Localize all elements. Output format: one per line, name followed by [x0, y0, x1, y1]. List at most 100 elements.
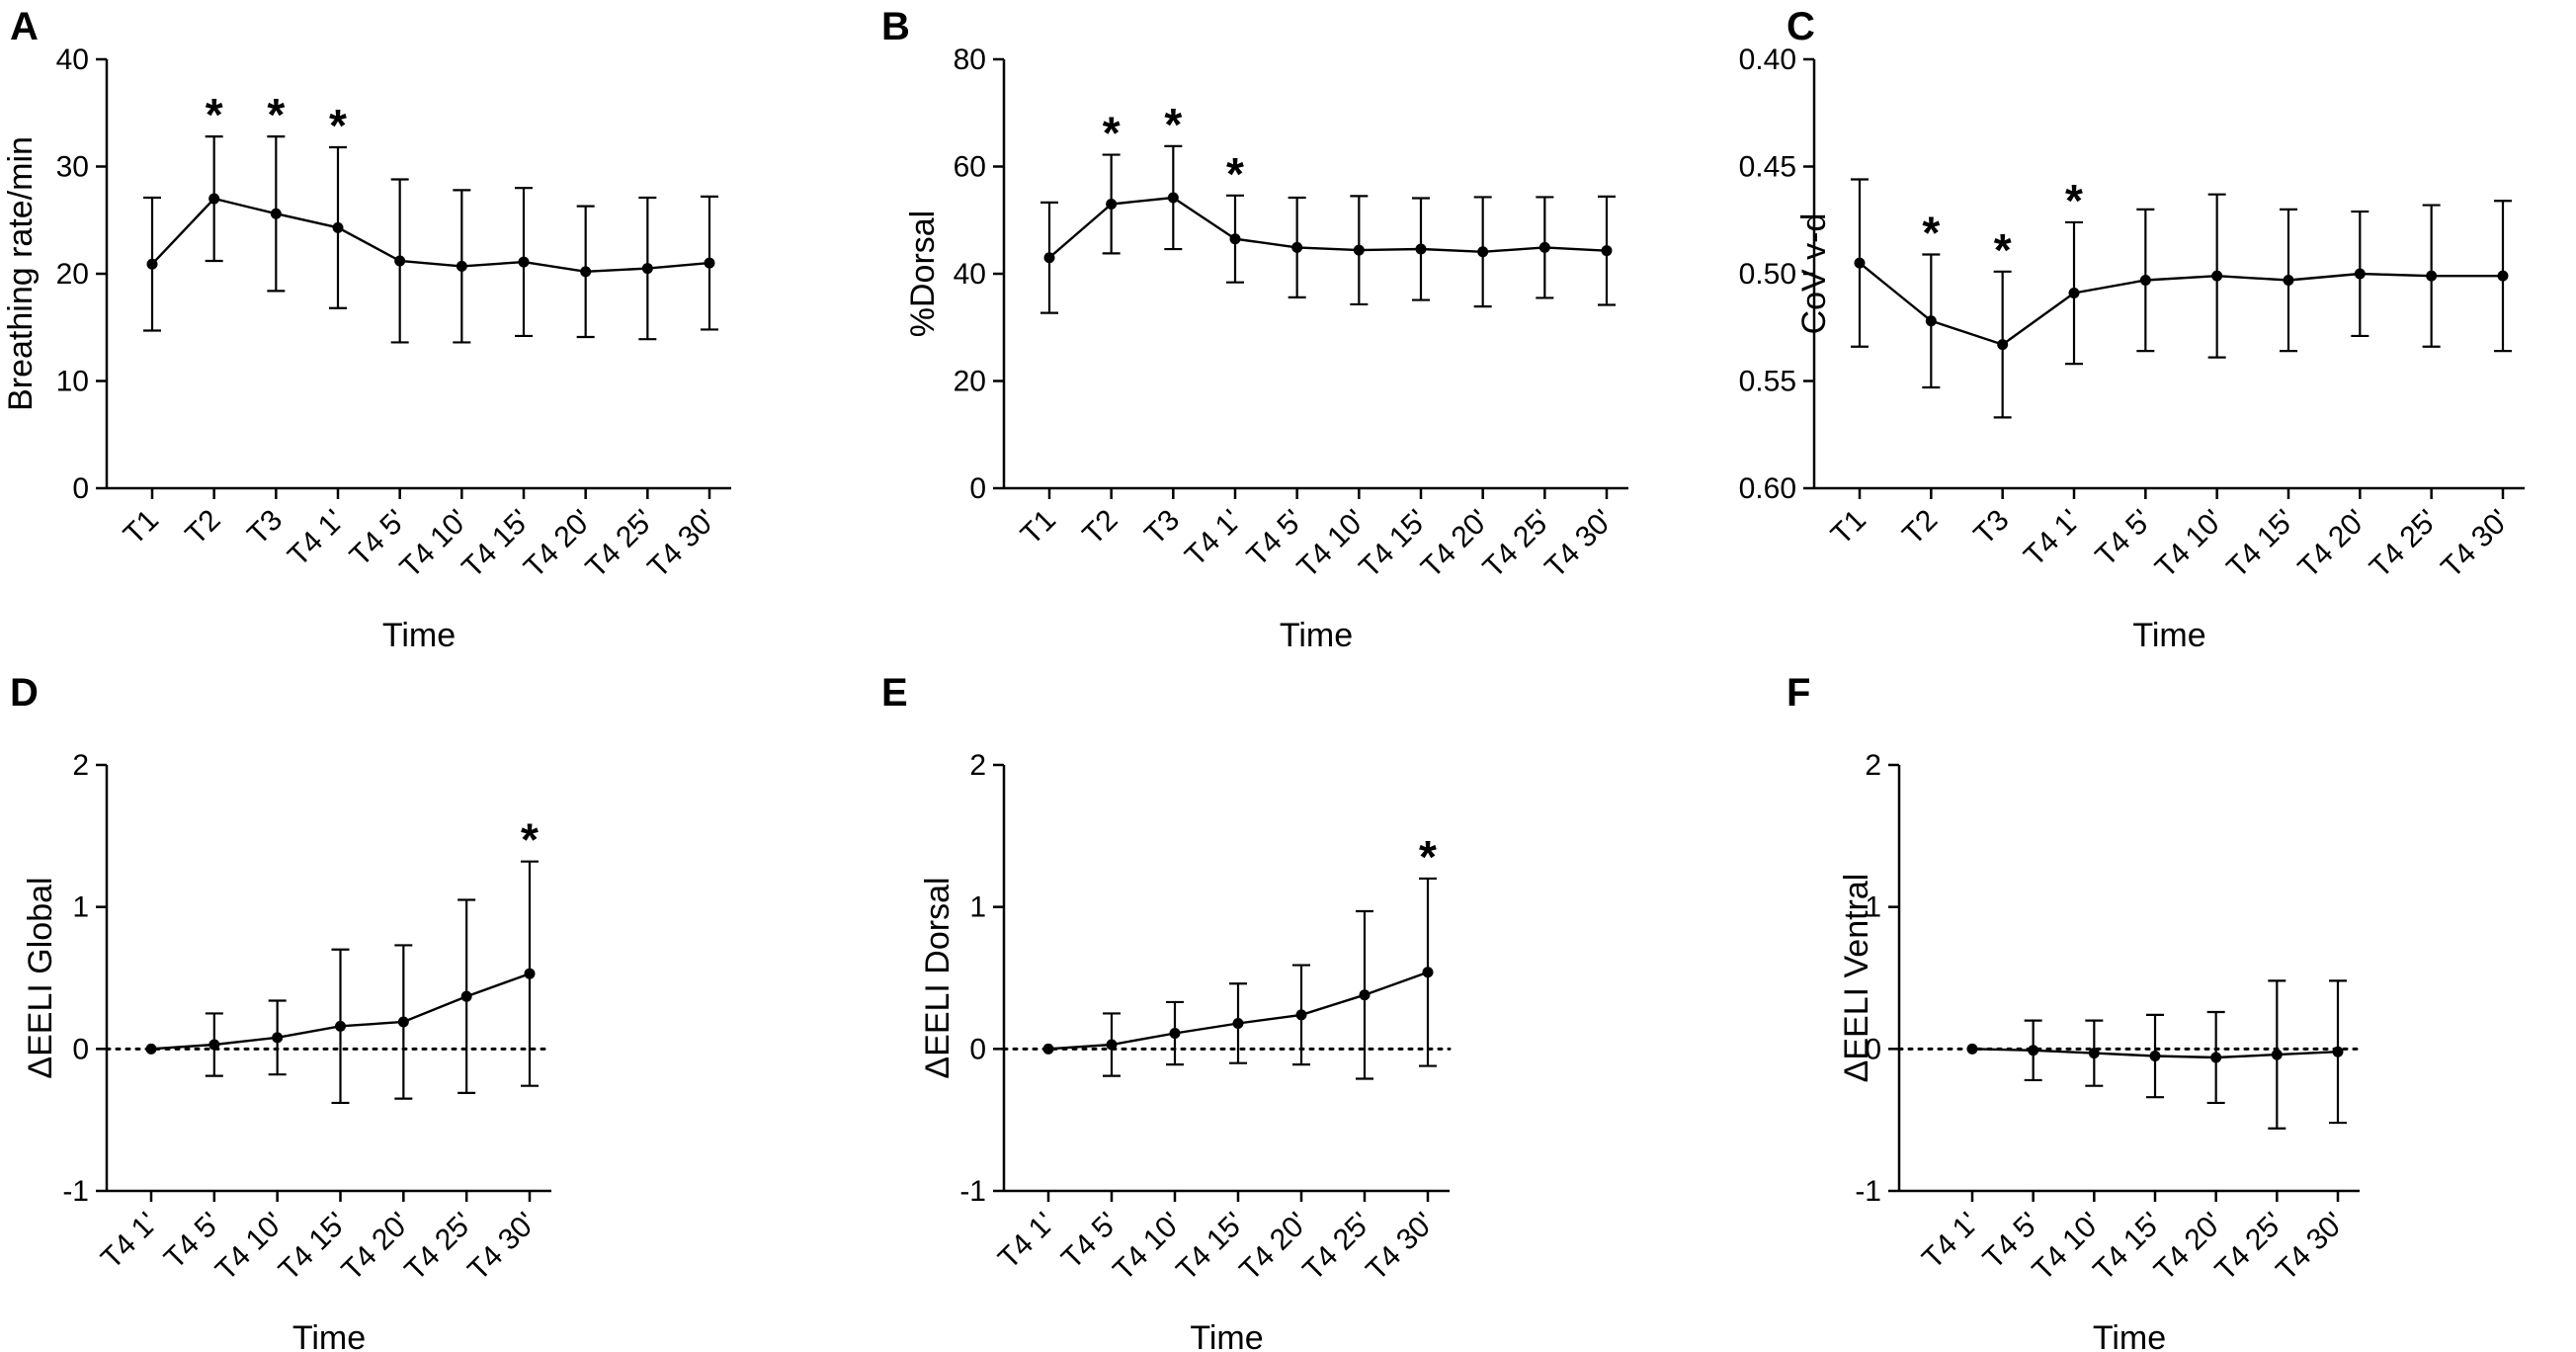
y-tick-label: 0.55	[1739, 366, 1796, 398]
data-point	[2068, 288, 2080, 299]
data-point	[1925, 315, 1937, 327]
x-tick-label: T4 5'	[2089, 504, 2158, 573]
y-tick-label: 2	[1865, 749, 1881, 782]
x-tick-label: T2	[1077, 504, 1124, 551]
y-tick-label: 2	[969, 749, 986, 782]
x-tick-label: T4 10'	[2027, 1207, 2108, 1288]
data-point	[1043, 252, 1055, 264]
x-tick-label: T4 30'	[461, 1207, 542, 1288]
data-point	[641, 263, 653, 275]
y-tick-label: 1	[72, 891, 89, 924]
data-point	[2426, 270, 2438, 282]
y-tick-label: 10	[56, 366, 89, 398]
data-point	[1422, 967, 1434, 978]
y-tick-label: 2	[72, 749, 89, 782]
data-point	[2088, 1048, 2100, 1059]
x-tick-label: T4 1'	[1179, 504, 1248, 573]
data-point	[1295, 1009, 1307, 1021]
x-tick-label: T4 20'	[336, 1207, 417, 1288]
y-axis-label: ΔEELI Global	[22, 877, 59, 1078]
data-point	[1042, 1043, 1054, 1055]
y-tick-label: 0	[72, 1033, 89, 1065]
series-line	[151, 197, 710, 274]
data-point	[2497, 270, 2509, 282]
data-point	[397, 1016, 409, 1028]
data-point	[208, 1039, 220, 1051]
y-tick-label: 0	[969, 1033, 986, 1065]
x-tick-label: T4 10'	[1291, 504, 1372, 585]
data-point	[2211, 270, 2223, 282]
x-tick-label: T4 10'	[394, 504, 475, 585]
x-tick-label: T1	[1015, 504, 1062, 551]
data-point	[1854, 257, 1866, 269]
y-tick-label: 20	[954, 366, 986, 398]
y-axis-label: %Dorsal	[904, 211, 942, 337]
data-point	[2283, 275, 2294, 287]
significance-marker: *	[1994, 224, 2012, 276]
x-tick-label: T4 30'	[2435, 504, 2516, 585]
data-point	[1997, 339, 2009, 351]
x-tick-label: T4 25'	[2364, 504, 2445, 585]
x-tick-label: T4 25'	[1296, 1207, 1377, 1288]
data-point	[518, 256, 530, 268]
x-tick-label: T4 30'	[1360, 1207, 1441, 1288]
significance-marker: *	[206, 89, 223, 140]
significance-marker: *	[1164, 99, 1182, 150]
x-tick-label: T4 30'	[641, 504, 722, 585]
significance-marker: *	[1922, 207, 1940, 258]
panel-letter: E	[881, 671, 908, 715]
y-axis-label: Breathing rate/min	[2, 136, 40, 411]
x-tick-label: T4 1'	[95, 1207, 164, 1276]
x-tick-label: T3	[1138, 504, 1186, 551]
data-point	[1415, 243, 1427, 255]
data-point	[456, 260, 467, 272]
data-point	[704, 257, 715, 269]
y-axis-label: ΔEELI Ventral	[1838, 874, 1875, 1083]
x-axis-label: Time	[2132, 617, 2205, 654]
panel-letter: C	[1787, 5, 1815, 48]
panel-letter: B	[881, 5, 910, 48]
data-point	[332, 221, 344, 233]
data-point	[460, 990, 472, 1002]
data-point	[1477, 246, 1489, 258]
x-tick-label: T4 20'	[1233, 1207, 1314, 1288]
x-tick-label: T4 10'	[1107, 1207, 1188, 1288]
x-tick-label: T4 30'	[1538, 504, 1620, 585]
y-tick-label: 0	[969, 472, 986, 505]
data-point	[2028, 1045, 2039, 1056]
significance-marker: *	[1103, 108, 1121, 159]
x-axis-label: Time	[292, 1319, 366, 1352]
data-point	[1106, 198, 1118, 210]
x-tick-label: T3	[241, 504, 289, 551]
significance-marker: *	[521, 814, 539, 866]
x-tick-label: T4 20'	[2292, 504, 2373, 585]
x-tick-label: T4 15'	[2087, 1207, 2168, 1288]
x-axis-label: Time	[1190, 1319, 1263, 1352]
data-point	[1291, 241, 1303, 253]
y-tick-label: 60	[954, 151, 986, 184]
data-point	[146, 258, 158, 270]
x-tick-label: T3	[1968, 504, 2016, 551]
x-tick-label: T4 25'	[580, 504, 661, 585]
y-tick-label: 1	[969, 891, 986, 924]
x-tick-label: T4 25'	[2209, 1207, 2290, 1288]
y-tick-label: 40	[954, 258, 986, 291]
panel-letter: F	[1787, 671, 1810, 715]
data-point	[1232, 1017, 1244, 1029]
y-axis-label: CoV v-d	[1795, 213, 1833, 335]
x-axis-label: Time	[1280, 617, 1353, 654]
data-point	[2210, 1052, 2222, 1063]
significance-marker: *	[1226, 148, 1244, 200]
x-tick-label: T1	[118, 504, 165, 551]
x-tick-label: T4 1'	[1916, 1207, 1985, 1276]
x-tick-label: T4 10'	[2149, 504, 2230, 585]
x-tick-label: T4 15'	[2220, 504, 2301, 585]
data-point	[580, 266, 592, 278]
data-point	[1966, 1043, 1978, 1055]
data-point	[524, 968, 536, 979]
x-tick-label: T4 15'	[1353, 504, 1434, 585]
